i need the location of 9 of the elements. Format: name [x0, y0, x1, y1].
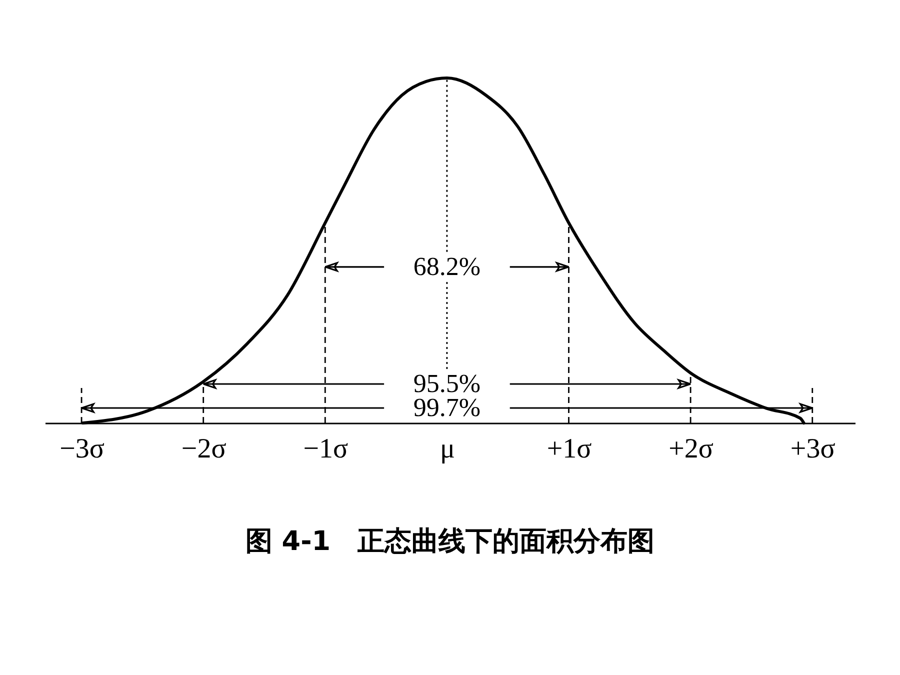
x-tick-label: +3σ [790, 434, 836, 464]
x-tick-label: +1σ [546, 434, 592, 464]
x-tick-label: −2σ [181, 434, 226, 464]
annotation: 68.2% [413, 252, 481, 281]
x-tick-label: −3σ [60, 434, 104, 464]
x-tick-label: +2σ [668, 434, 714, 464]
x-tick-label: μ [440, 434, 455, 464]
x-tick-label: −1σ [303, 434, 348, 464]
text: 图 4-1 正态曲线下的面积分布图 [245, 526, 655, 557]
